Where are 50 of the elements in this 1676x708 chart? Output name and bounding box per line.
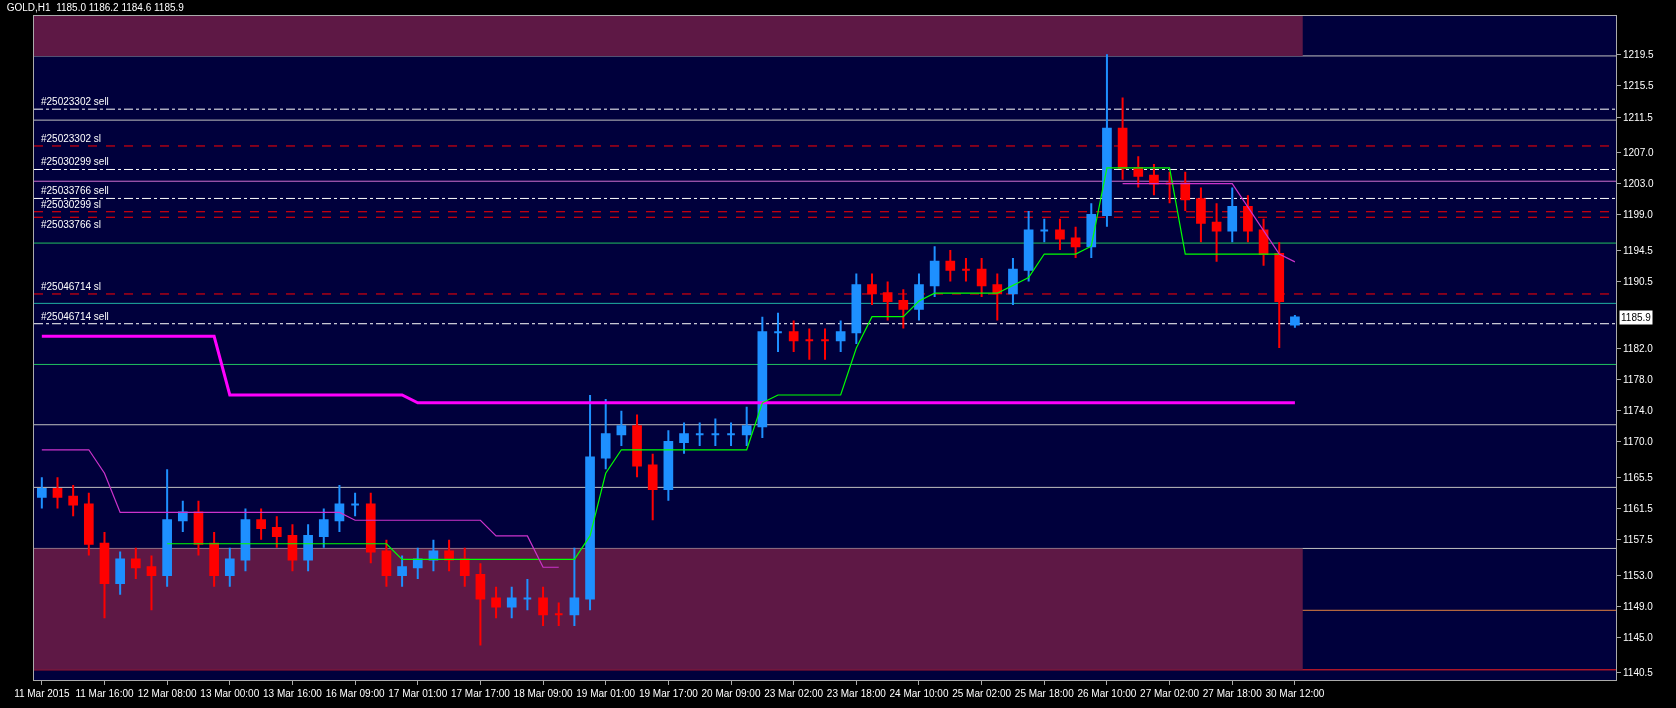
x-tick-label: 23 Mar 18:00 <box>826 688 887 699</box>
x-tick-label: 25 Mar 02:00 <box>952 688 1012 699</box>
x-tick-label: 23 Mar 02:00 <box>764 688 824 699</box>
y-tick-label: 1153.0 <box>1623 569 1654 581</box>
y-tick-label: 1149.0 <box>1623 600 1654 612</box>
ref-line-label: #25030299 sl <box>41 199 102 210</box>
x-tick-label: 18 Mar 09:00 <box>513 688 573 699</box>
y-tick-label: 1207.0 <box>1623 146 1655 158</box>
y-tick-label: 1219.5 <box>1623 48 1655 60</box>
x-tick-label: 20 Mar 09:00 <box>701 688 761 699</box>
y-tick-label: 1203.0 <box>1623 178 1655 190</box>
y-tick-label: 1190.5 <box>1623 275 1654 287</box>
x-tick-label: 17 Mar 01:00 <box>388 688 448 699</box>
y-tick-label: 1174.0 <box>1623 405 1654 417</box>
x-tick-label: 30 Mar 12:00 <box>1265 688 1325 699</box>
y-tick-label: 1157.5 <box>1623 534 1654 546</box>
y-tick-label: 1178.0 <box>1623 373 1654 385</box>
y-tick-label: 1170.0 <box>1623 436 1654 448</box>
ref-line-label: #25033766 sell <box>41 185 109 196</box>
x-tick-label: 11 Mar 2015 <box>14 688 70 699</box>
ref-line-label: #25046714 sell <box>41 311 109 322</box>
x-tick-label: 11 Mar 16:00 <box>75 688 135 699</box>
x-tick-label: 27 Mar 02:00 <box>1140 688 1200 699</box>
y-tick-label: 1145.0 <box>1623 632 1654 644</box>
y-tick-label: 1140.5 <box>1623 667 1654 679</box>
ref-line-label: #25023302 sell <box>41 96 109 107</box>
x-tick-label: 25 Mar 18:00 <box>1014 688 1075 699</box>
x-tick-label: 19 Mar 17:00 <box>638 688 699 699</box>
x-tick-label: 17 Mar 17:00 <box>450 688 511 699</box>
y-tick-label: 1165.5 <box>1623 471 1654 483</box>
x-tick-label: 13 Mar 00:00 <box>200 688 260 699</box>
chart-title: GOLD,H1 1185.0 1186.2 1184.6 1185.9 <box>6 1 185 13</box>
x-tick-label: 26 Mar 10:00 <box>1077 688 1137 699</box>
y-tick-label: 1215.5 <box>1623 80 1655 92</box>
text: 1185.9 <box>1621 312 1652 323</box>
y-tick-label: 1199.0 <box>1623 209 1654 221</box>
x-tick-label: 19 Mar 01:00 <box>576 688 636 699</box>
y-tick-label: 1182.0 <box>1623 342 1654 354</box>
ref-line-label: #25023302 sl <box>41 133 102 144</box>
ref-line-label: #25030299 sell <box>41 156 109 167</box>
x-tick-label: 24 Mar 10:00 <box>889 688 949 699</box>
x-tick-label: 12 Mar 08:00 <box>137 688 198 699</box>
y-tick-label: 1211.5 <box>1623 111 1654 123</box>
x-tick-label: 13 Mar 16:00 <box>262 688 323 699</box>
y-tick-label: 1161.5 <box>1623 503 1654 515</box>
y-tick-label: 1194.5 <box>1623 244 1654 256</box>
x-tick-label: 27 Mar 18:00 <box>1202 688 1263 699</box>
ref-line-label: #25046714 sl <box>41 281 102 292</box>
x-tick-label: 16 Mar 09:00 <box>325 688 385 699</box>
ref-line-label: #25033766 sl <box>41 219 102 230</box>
